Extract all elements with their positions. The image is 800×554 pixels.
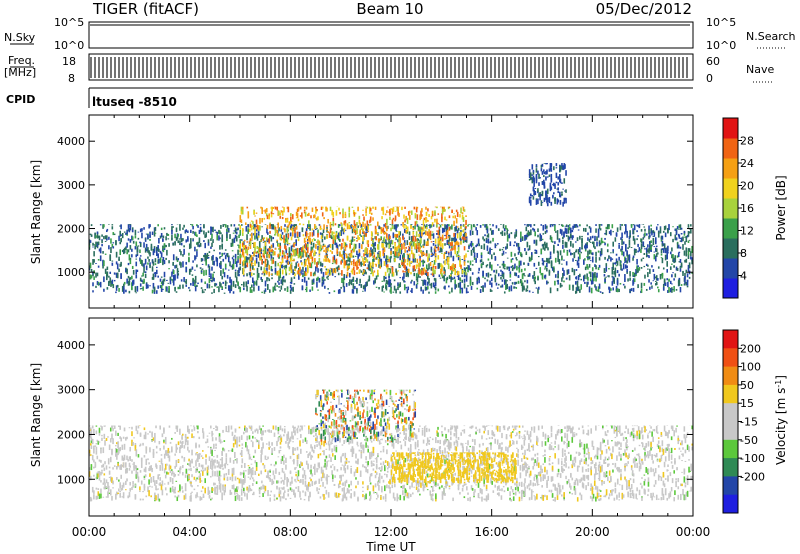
- power-panel: 1000 2000 3000 4000 Slant Range [km]: [29, 114, 694, 309]
- colorbar-tick-label: 4: [740, 270, 747, 283]
- power-axes: 1000 2000 3000 4000: [57, 115, 694, 308]
- radar-title: TIGER (fitACF): [92, 0, 199, 18]
- colorbar-band: [723, 198, 738, 219]
- velocity-data: [88, 389, 693, 502]
- colorbar-band: [723, 258, 738, 279]
- colorbar-tick-label: 20: [740, 180, 754, 193]
- nsearch-tick-top: 10^5: [706, 16, 736, 29]
- power-colorbar: 4 8 12 16 20 24 28 Power [dB]: [722, 117, 788, 299]
- power-ylabel: Slant Range [km]: [29, 160, 43, 264]
- nsky-tick-bottom: 10^0: [54, 39, 84, 52]
- colorbar-band: [723, 218, 738, 239]
- colorbar-band: [723, 278, 738, 299]
- power-data: [88, 163, 693, 295]
- power-colorbar-label: Power [dB]: [774, 175, 788, 240]
- y-tick-label: 4000: [57, 135, 85, 148]
- nsearch-label: N.Search: [746, 30, 796, 43]
- y-tick-label: 2000: [57, 223, 85, 236]
- power-colorbar-bands: [723, 118, 738, 299]
- nsky-tick-top: 10^5: [54, 16, 84, 29]
- freq-label-2: [MHz]: [4, 66, 36, 79]
- colorbar-band: [723, 158, 738, 179]
- nsky-strip: [88, 21, 694, 49]
- freq-marks: [90, 57, 688, 78]
- colorbar-tick-label: 8: [740, 247, 747, 260]
- colorbar-band: [723, 238, 738, 259]
- colorbar-tick-label: 24: [740, 157, 754, 170]
- freq-tick-bottom: 8: [68, 72, 75, 85]
- colorbar-band: [723, 178, 738, 199]
- nave-tick-top: 60: [706, 55, 720, 68]
- freq-tick-top: 18: [62, 55, 76, 68]
- power-frame: [88, 114, 694, 309]
- nave-tick-bottom: 0: [706, 72, 713, 85]
- cpid-label: CPID: [6, 93, 35, 106]
- colorbar-band: [723, 118, 738, 139]
- y-tick-label: 1000: [57, 266, 85, 279]
- freq-label-1: Freq.: [8, 54, 35, 67]
- nsky-label: N.Sky: [4, 31, 36, 44]
- nave-label: Nave: [746, 63, 774, 76]
- beam-label: Beam 10: [356, 0, 423, 18]
- colorbar-tick-label: 28: [740, 135, 754, 148]
- colorbar-band: [723, 138, 738, 159]
- nsearch-tick-bottom: 10^0: [706, 39, 736, 52]
- cpid-value: ltuseq -8510: [92, 95, 177, 109]
- power-colorbar-ticks: 4 8 12 16 20 24 28: [738, 135, 754, 283]
- date-label: 05/Dec/2012: [596, 0, 692, 18]
- colorbar-tick-label: 16: [740, 202, 754, 215]
- colorbar-tick-label: 12: [740, 225, 754, 238]
- nsky-marks: [90, 24, 690, 26]
- y-tick-label: 3000: [57, 179, 85, 192]
